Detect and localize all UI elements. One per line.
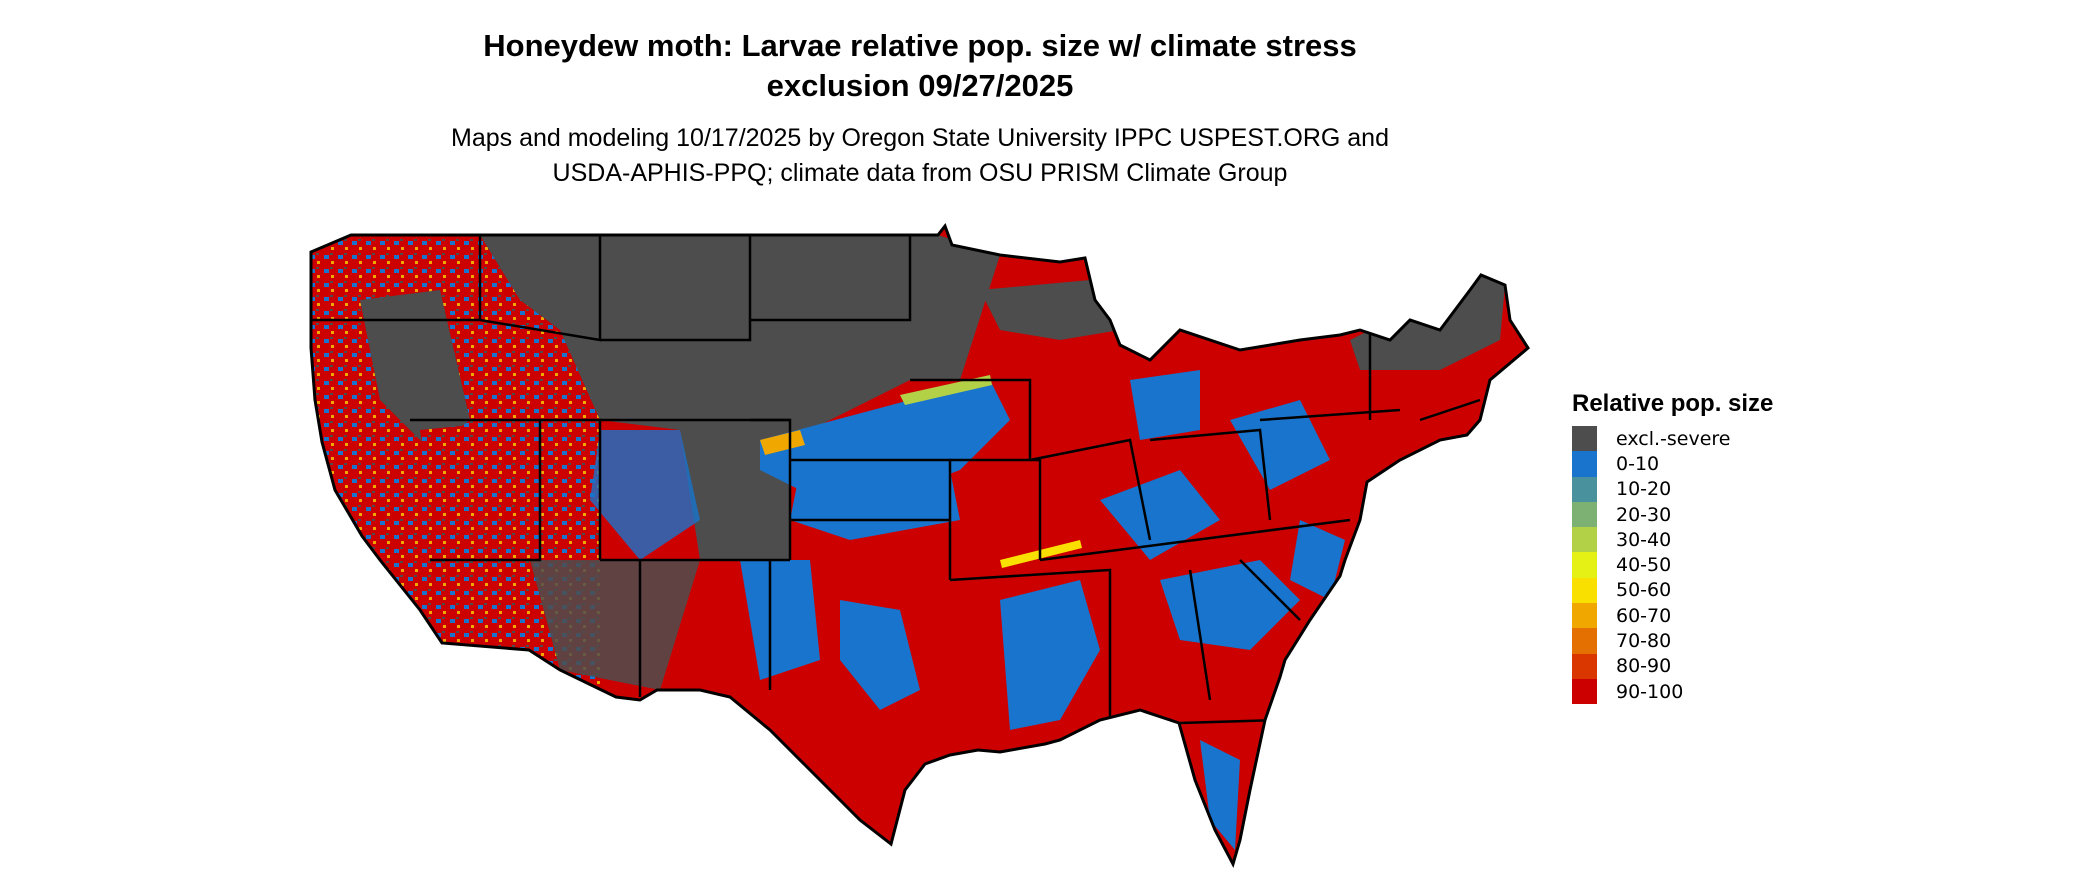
legend-swatch	[1572, 603, 1597, 629]
legend-item: 20-30	[1572, 501, 1773, 528]
legend-swatch	[1572, 552, 1597, 578]
legend-label: 80-90	[1616, 655, 1672, 678]
legend-item: 50-60	[1572, 577, 1773, 604]
legend-item: 30-40	[1572, 527, 1773, 553]
legend-swatch	[1572, 628, 1597, 654]
legend-item: 80-90	[1572, 653, 1773, 679]
map-subtitle-line1: Maps and modeling 10/17/2025 by Oregon S…	[451, 124, 1389, 152]
legend-label: 30-40	[1616, 528, 1672, 551]
legend-item: 70-80	[1572, 628, 1773, 654]
state-boundaries	[311, 235, 1481, 725]
legend-swatch	[1572, 678, 1597, 705]
legend-swatch	[1572, 426, 1597, 452]
legend-label: 10-20	[1616, 478, 1672, 501]
legend-item: excl.-severe	[1572, 426, 1773, 452]
legend-item: 40-50	[1572, 552, 1773, 578]
legend-item: 0-10	[1572, 451, 1773, 477]
legend-item: 10-20	[1572, 476, 1773, 502]
legend-swatch	[1572, 577, 1597, 604]
legend-label: 20-30	[1616, 503, 1672, 526]
legend-swatch	[1572, 501, 1597, 528]
legend-label: 60-70	[1616, 604, 1672, 627]
map-title-line1: Honeydew moth: Larvae relative pop. size…	[483, 28, 1357, 63]
legend-title: Relative pop. size	[1572, 390, 1774, 417]
legend-swatch	[1572, 527, 1597, 553]
legend-item: 90-100	[1572, 678, 1773, 705]
legend-swatch	[1572, 476, 1597, 502]
map-subtitle-line2: USDA-APHIS-PPQ; climate data from OSU PR…	[552, 159, 1288, 187]
map-fill	[311, 226, 1528, 864]
legend-label: 50-60	[1616, 579, 1672, 602]
legend-item: 60-70	[1572, 603, 1773, 629]
legend-swatch	[1572, 653, 1597, 679]
legend-swatch	[1572, 451, 1597, 477]
legend-label: excl.-severe	[1616, 427, 1731, 450]
legend-label: 90-100	[1616, 680, 1684, 703]
legend-label: 70-80	[1616, 630, 1672, 653]
legend-label: 0-10	[1616, 452, 1660, 475]
legend-label: 40-50	[1616, 554, 1672, 577]
map-legend: Relative pop. size excl.-severe 0-10 10-20…	[1572, 390, 1774, 705]
map-title-line2: exclusion 09/27/2025	[766, 68, 1074, 103]
